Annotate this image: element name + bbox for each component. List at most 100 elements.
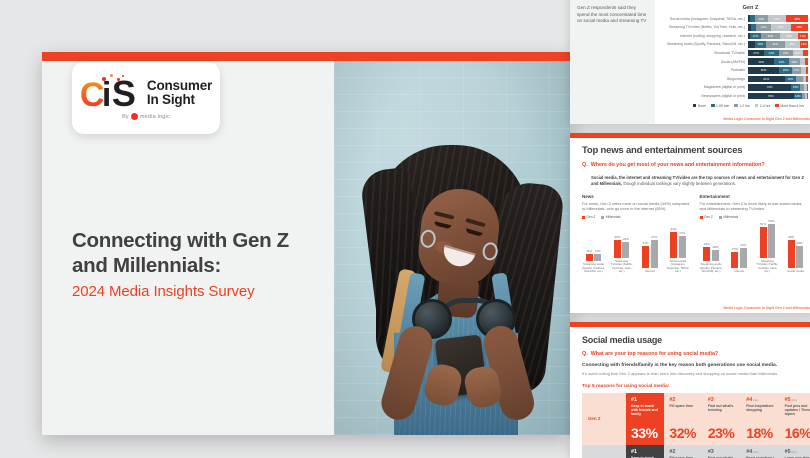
medialogic-mark-icon: [130, 113, 138, 120]
chart-bar: 46%: [787, 235, 795, 269]
logo-byline: By media logic: [122, 113, 170, 120]
chart-bar-row: Streaming TV/video (Netflix, YouTube, Hu…: [659, 23, 808, 31]
table-cell-text: Keep in touch with friends and family: [631, 403, 658, 417]
column-ent-heading: Entertainment: [699, 193, 730, 199]
chart-bar-segment: 22%: [754, 15, 768, 22]
panel-time-spent[interactable]: Gen Z respondents said they spend the mo…: [570, 0, 810, 124]
panel-accent-bar: [570, 133, 810, 138]
chart-bar-segment: [800, 84, 805, 91]
chart-group: 51% 56% Streaming TV/video (Netflix, YouTu…: [756, 219, 779, 274]
chart-bar-track: 52% 22% 14%: [748, 66, 808, 74]
table-cell-rank: #3: [707, 448, 714, 455]
logo-word-line2: In Sight: [146, 92, 195, 107]
chart-bar: 18%: [711, 245, 719, 262]
table-cell-rank: #2: [669, 448, 676, 455]
chart-group: 37% 47% Internet: [638, 222, 661, 274]
chart-bar-segment: 72%: [748, 84, 792, 91]
chart-bar-label: Broadcast TV/cable: [714, 51, 745, 56]
chart-category-label: Social media (Instagram, Snapchat, TikTo…: [666, 258, 690, 274]
legend-item: 1-2 hrs: [734, 104, 750, 108]
panel-top-source: Media Logic Consumer In Sight Gen Z and …: [723, 117, 810, 121]
chart-bar-segment: [804, 84, 807, 91]
chart-bar-segment: 19%: [784, 75, 796, 83]
table-cell-text: Post pics and updates / These topics: [784, 403, 810, 417]
chart-bar: 44%: [670, 227, 678, 258]
chart-bar: 30%: [613, 235, 621, 258]
chart-group: 30% 26% Streaming TV/video (Netflix, YouTu…: [610, 222, 633, 274]
chart-bar: 27%: [731, 247, 739, 269]
question-marker-icon: Q.: [582, 162, 588, 168]
panel-news-entertainment[interactable]: Top news and entertainment sources Q. Wh…: [570, 133, 810, 313]
chart-bar-segment: 14%: [799, 41, 808, 48]
logo-by-brand: media logic: [139, 113, 170, 120]
brand-logo-card: C i S Consumer In Sight By media logic: [72, 62, 220, 134]
chart-bar: 51%: [759, 222, 767, 258]
legend-item: 2-4 hrs: [754, 104, 770, 108]
smile: [440, 244, 476, 271]
column-news: News For news, Gen Z relies more on soci…: [582, 194, 690, 274]
chart-bar-segment: 36%: [786, 15, 808, 22]
chart-bar-segment: 15%: [791, 84, 801, 91]
table-cell-value: 23%: [707, 424, 735, 441]
chart-bar: 47%: [650, 235, 658, 269]
chart-bar-row: Social media (Instagram, Snapchat, TikTo…: [659, 15, 808, 22]
table-cell: #1 Keep in touch with friends and family 3…: [626, 392, 665, 445]
chart-bar-segment: 33%: [770, 23, 791, 31]
logo-letter-s: S: [111, 73, 136, 114]
table-cell-text: Find inspiration/ shopping: [746, 403, 774, 413]
chart-bar-segment: [806, 92, 808, 100]
chart-bar-track: 72% 15%: [748, 84, 808, 91]
chart-bar-row: Magazines (digital or print) 72% 15%: [659, 84, 808, 91]
chart-bar-track: 76% 14%: [748, 92, 808, 100]
panel-mid-question-row: Q. Where do you get most of your news an…: [582, 162, 807, 169]
legend-item: Gen Z: [699, 215, 713, 219]
news-chart-legend: Gen Z Millennials: [582, 215, 690, 219]
chart-category-label: Streaming TV/video (Netflix, YouTube, Hu…: [610, 258, 633, 274]
table-cell-rank: #4 (tie): [746, 396, 759, 403]
panel-social-media-usage[interactable]: Social media usage Q. What are your top …: [570, 322, 810, 458]
legend-item: More than 4 hrs: [775, 104, 804, 108]
chart-bar-label: Social (AM/FM): [720, 59, 745, 64]
chart-bar-segment: [806, 75, 808, 83]
cover-accent-bar: [42, 52, 570, 61]
chart-bar-row: Blogs/vlogs 61% 19%: [659, 75, 808, 83]
column-news-text: For news, Gen Z relies more on social me…: [582, 200, 690, 211]
chart-bar-segment: 61%: [748, 75, 785, 83]
chart-bar-track: 17% 33% 29% 17%: [748, 32, 808, 40]
table-cell-rank: #2: [669, 396, 676, 403]
chart-bar-segment: 14%: [793, 92, 802, 100]
chart-bar: 56%: [768, 219, 776, 258]
ent-chart-legend: Gen Z Millennials: [699, 215, 808, 219]
chart-bar-label: Social media (Instagram, Snapchat, TikTo…: [669, 16, 745, 21]
chart-bar-label: Blogs/vlogs: [727, 76, 745, 81]
chart-bar-segment: 17%: [750, 32, 761, 40]
table-cell: #3 Find out what's trending 23%: [703, 393, 741, 445]
table-cell-rank: #1: [631, 396, 637, 403]
chart-bar-segment: 24%: [764, 49, 779, 57]
table-row-label: Gen Z: [588, 416, 601, 422]
chart-category-label: Social media: [787, 269, 804, 274]
chart-bar: 37%: [642, 241, 650, 269]
chart-title: Gen Z: [742, 5, 759, 11]
chart-category-label: Internet: [644, 269, 655, 274]
entertainment-chart: 24% 18% Streaming audio (Spotify, Pandora,…: [699, 219, 808, 274]
panel-accent-bar: [570, 322, 810, 327]
chart-bar-segment: 24%: [756, 23, 771, 31]
chart-bar: 26%: [622, 237, 630, 258]
chart-bar-track: 19% 31% 25% 14%: [748, 41, 808, 48]
legend-item: Millennials: [718, 215, 738, 219]
chart-category-label: Streaming audio (Spotify, Pandora, Siriu…: [699, 262, 723, 274]
table-cell: #5 (tie) Post pics and updates / These to…: [780, 393, 810, 445]
logo-letter-i: i: [101, 76, 112, 114]
logo-letter-c: C: [79, 76, 105, 114]
table-cell-value: 32%: [669, 424, 696, 441]
table-cell-rank: #5 (tie): [784, 448, 797, 455]
chart-bar-segment: 52%: [748, 66, 780, 74]
chart-bar: 37%: [678, 231, 686, 258]
legend-item: None: [692, 104, 706, 108]
panel-mid-source: Media Logic Consumer In Sight Gen Z and …: [723, 306, 810, 310]
chart-bar: 11%: [594, 249, 602, 262]
table-cell: #2 Fill spare time 32%: [664, 393, 702, 445]
chart-category-label: Streaming audio (Spotify, Pandora, Siriu…: [582, 262, 606, 274]
